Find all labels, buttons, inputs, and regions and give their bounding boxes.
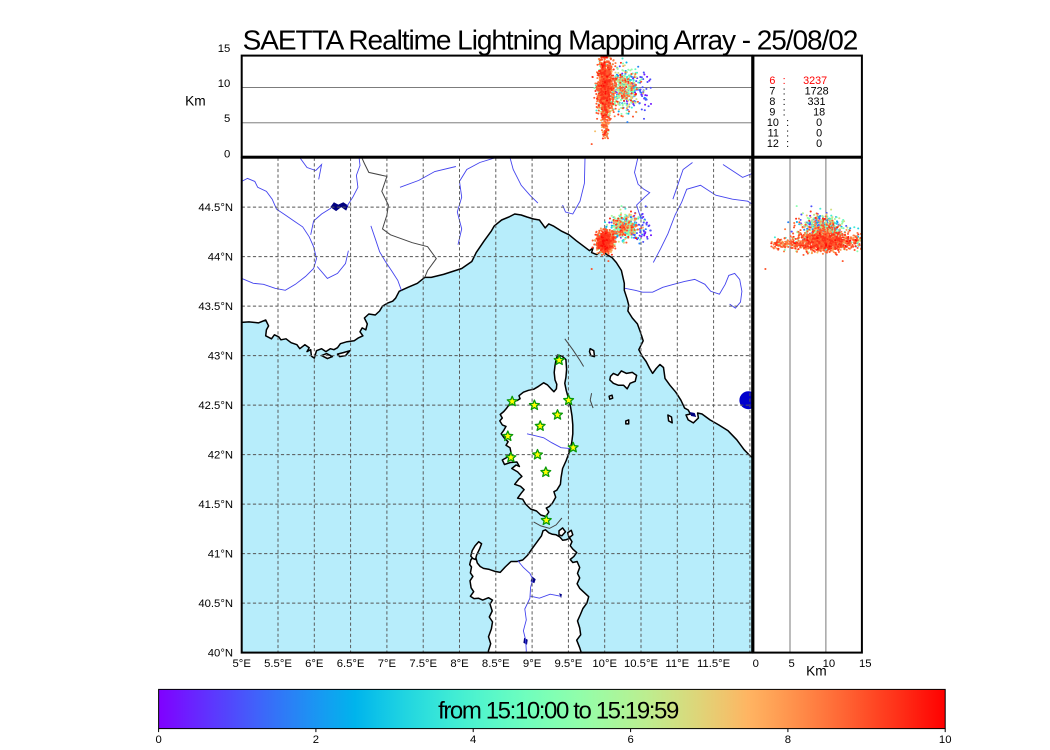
svg-text:0: 0 xyxy=(155,734,161,746)
svg-text:40°N: 40°N xyxy=(208,648,233,660)
svg-text:5.5°E: 5.5°E xyxy=(264,658,292,670)
svg-text:5: 5 xyxy=(788,658,794,670)
svg-text:0: 0 xyxy=(816,117,822,129)
svg-text:331: 331 xyxy=(807,96,825,108)
svg-text:3237: 3237 xyxy=(803,75,827,87)
svg-text:7.5°E: 7.5°E xyxy=(409,658,437,670)
svg-text:5°E: 5°E xyxy=(233,658,252,670)
svg-text::: : xyxy=(786,128,789,140)
svg-text:5: 5 xyxy=(224,113,230,125)
svg-text::: : xyxy=(786,138,789,150)
svg-text:10: 10 xyxy=(767,117,779,129)
svg-text:6: 6 xyxy=(769,75,775,87)
svg-text::: : xyxy=(786,117,789,129)
svg-text:9°E: 9°E xyxy=(523,658,542,670)
svg-text:7: 7 xyxy=(769,86,775,98)
svg-text:42°N: 42°N xyxy=(208,450,233,462)
svg-text:41°N: 41°N xyxy=(208,549,233,561)
svg-text:10°E: 10°E xyxy=(592,658,617,670)
svg-text:9: 9 xyxy=(769,107,775,119)
svg-text:10: 10 xyxy=(823,658,836,670)
svg-text::: : xyxy=(783,107,786,119)
svg-text:0: 0 xyxy=(816,138,822,150)
svg-text:44°N: 44°N xyxy=(208,252,233,264)
svg-text::: : xyxy=(783,86,786,98)
svg-text:11: 11 xyxy=(768,128,779,140)
svg-text:10.5°E: 10.5°E xyxy=(624,658,659,670)
svg-text:6: 6 xyxy=(627,734,633,746)
svg-text:15: 15 xyxy=(859,658,872,670)
svg-text:43.5°N: 43.5°N xyxy=(198,301,233,313)
svg-text:12: 12 xyxy=(767,138,779,150)
svg-text:0: 0 xyxy=(816,128,822,140)
svg-text:44.5°N: 44.5°N xyxy=(198,202,233,214)
svg-text:41.5°N: 41.5°N xyxy=(198,499,233,511)
svg-text:6.5°E: 6.5°E xyxy=(337,658,365,670)
svg-text:18: 18 xyxy=(813,107,825,119)
svg-text:4: 4 xyxy=(470,734,476,746)
svg-text:43°N: 43°N xyxy=(208,351,233,363)
svg-text:1728: 1728 xyxy=(805,86,829,98)
svg-text::: : xyxy=(783,75,786,87)
svg-text:8: 8 xyxy=(769,96,775,108)
svg-text:42.5°N: 42.5°N xyxy=(198,400,233,412)
svg-text:from 15:10:00 to 15:19:59: from 15:10:00 to 15:19:59 xyxy=(438,697,679,724)
svg-text:Km: Km xyxy=(806,664,827,679)
svg-text:11.5°E: 11.5°E xyxy=(697,658,731,670)
svg-text:0: 0 xyxy=(224,148,230,160)
svg-text::: : xyxy=(783,96,786,108)
svg-text:10: 10 xyxy=(939,734,952,746)
svg-text:9.5°E: 9.5°E xyxy=(555,658,583,670)
svg-text:SAETTA Realtime Lightning Mapp: SAETTA Realtime Lightning Mapping Array … xyxy=(243,25,858,56)
svg-text:8°E: 8°E xyxy=(450,658,469,670)
svg-text:8.5°E: 8.5°E xyxy=(482,658,510,670)
svg-text:2: 2 xyxy=(313,734,319,746)
svg-text:10: 10 xyxy=(218,78,231,90)
svg-text:11°E: 11°E xyxy=(665,658,689,670)
svg-text:Km: Km xyxy=(185,93,206,108)
svg-text:8: 8 xyxy=(785,734,791,746)
svg-text:40.5°N: 40.5°N xyxy=(198,598,233,610)
svg-text:6°E: 6°E xyxy=(305,658,324,670)
svg-text:15: 15 xyxy=(218,43,231,55)
svg-text:0: 0 xyxy=(753,658,759,670)
svg-text:7°E: 7°E xyxy=(378,658,397,670)
